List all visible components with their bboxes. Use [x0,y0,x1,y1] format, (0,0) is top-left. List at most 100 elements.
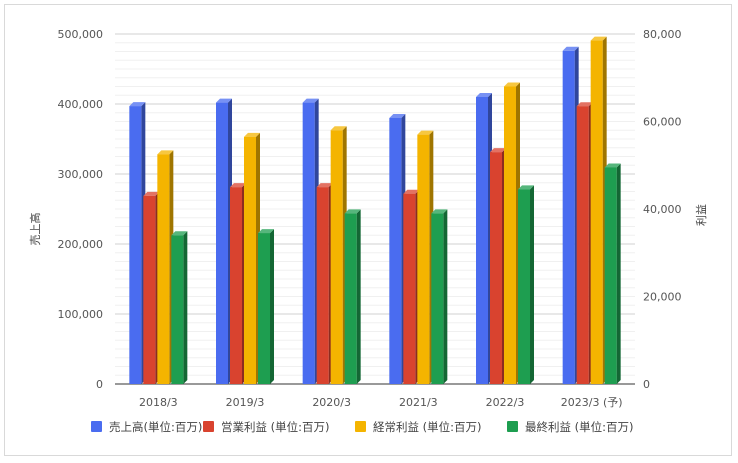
bar-side [530,185,534,384]
right-tick-label: 0 [643,378,650,391]
bar-side [270,229,274,384]
bar-front [476,97,488,384]
right-tick-label: 60,000 [643,116,682,129]
x-axis-ticks: 2018/3 2019/3 2020/3 2021/3 2022/3 2023/3 (予) [139,396,623,409]
bar [518,185,534,384]
bar-front [230,187,242,384]
legend-item: 営業利益 (単位:百万) [203,420,330,434]
bar-top [316,183,333,188]
bar [590,36,607,384]
bar-top [576,102,593,107]
bar-front [490,152,502,384]
chart-container: 0 100,000 200,000 300,000 400,000 500,000 0 20… [4,4,732,456]
bar [431,209,448,384]
bar [216,98,232,384]
bar-front [590,40,603,384]
category-label: 2021/3 [399,396,438,409]
bar-top [216,98,232,103]
bar-front [417,134,430,384]
bar-front [403,193,416,384]
bar [143,191,160,384]
bar-top [171,231,188,236]
grid-lines [115,33,635,385]
left-tick-label: 100,000 [58,308,104,321]
left-tick-label: 300,000 [58,168,104,181]
bar [403,189,420,384]
bar [258,229,274,384]
bar [476,93,492,384]
legend-item: 経常利益 (単位:百万) [355,420,482,434]
left-axis-title: 売上高 [28,213,42,246]
bar-front [330,130,343,384]
bar [171,231,188,384]
bar-front [504,86,516,384]
bar [562,46,579,385]
legend: 売上高(単位:百万) 営業利益 (単位:百万) 経常利益 (単位:百万) 最終利益 (… [91,420,634,434]
left-tick-label: 0 [96,378,103,391]
legend-label: 営業利益 (単位:百万) [221,420,330,434]
category-label: 2019/3 [226,396,265,409]
bar-chart: 0 100,000 200,000 300,000 400,000 500,000 0 20… [28,28,708,434]
bar-side [443,209,448,384]
legend-item: 最終利益 (単位:百万) [507,420,634,434]
bar [157,150,174,384]
bar-top [143,191,160,196]
right-tick-label: 80,000 [643,28,682,41]
bars [129,36,621,385]
bar [604,163,621,384]
category-label: 2018/3 [139,396,178,409]
bar-top [258,229,274,234]
bar [417,130,434,384]
bar-front [604,167,617,384]
bar [302,98,319,384]
bar-front [171,235,184,384]
left-tick-label: 400,000 [58,98,104,111]
bar-front [344,213,357,384]
bar-top [590,36,607,41]
legend-swatch [355,421,366,432]
left-axis-ticks: 0 100,000 200,000 300,000 400,000 500,000 [58,28,104,391]
bar [504,82,520,384]
bar-top [476,93,492,97]
bar-side [356,209,361,384]
right-tick-label: 20,000 [643,291,682,304]
bar [129,102,146,384]
bar-side [616,163,621,384]
bar-top [244,132,260,137]
legend-swatch [91,421,102,432]
bar-front [562,50,575,385]
category-label: 2020/3 [312,396,351,409]
category-label: 2023/3 (予) [561,396,623,409]
bar-top [302,98,319,103]
bar-front [389,118,402,384]
bar-top [490,148,506,153]
bar-front [316,187,329,384]
right-axis-ticks: 0 20,000 40,000 60,000 80,000 [643,28,682,391]
category-label: 2022/3 [486,396,525,409]
bar-front [129,106,142,384]
bar-top [417,130,434,135]
bar [490,148,506,384]
bar [244,132,260,384]
bar-top [157,150,174,155]
right-tick-label: 40,000 [643,203,682,216]
bar-top [403,189,420,194]
bar-side [183,231,188,384]
legend-item: 売上高(単位:百万) [91,420,202,434]
bar-front [157,154,170,384]
legend-label: 経常利益 (単位:百万) [373,420,482,434]
bar-front [258,233,270,384]
bar [389,114,406,384]
bar-front [576,106,589,384]
left-tick-label: 500,000 [58,28,104,41]
legend-swatch [203,421,214,432]
bar-front [518,189,530,384]
legend-label: 最終利益 (単位:百万) [525,420,634,434]
bar-top [562,46,579,51]
bar [576,102,593,384]
bar-front [244,136,256,384]
right-axis-title: 利益 [694,204,708,226]
bar-top [504,82,520,87]
bar-top [431,209,448,214]
bar-front [431,213,444,384]
